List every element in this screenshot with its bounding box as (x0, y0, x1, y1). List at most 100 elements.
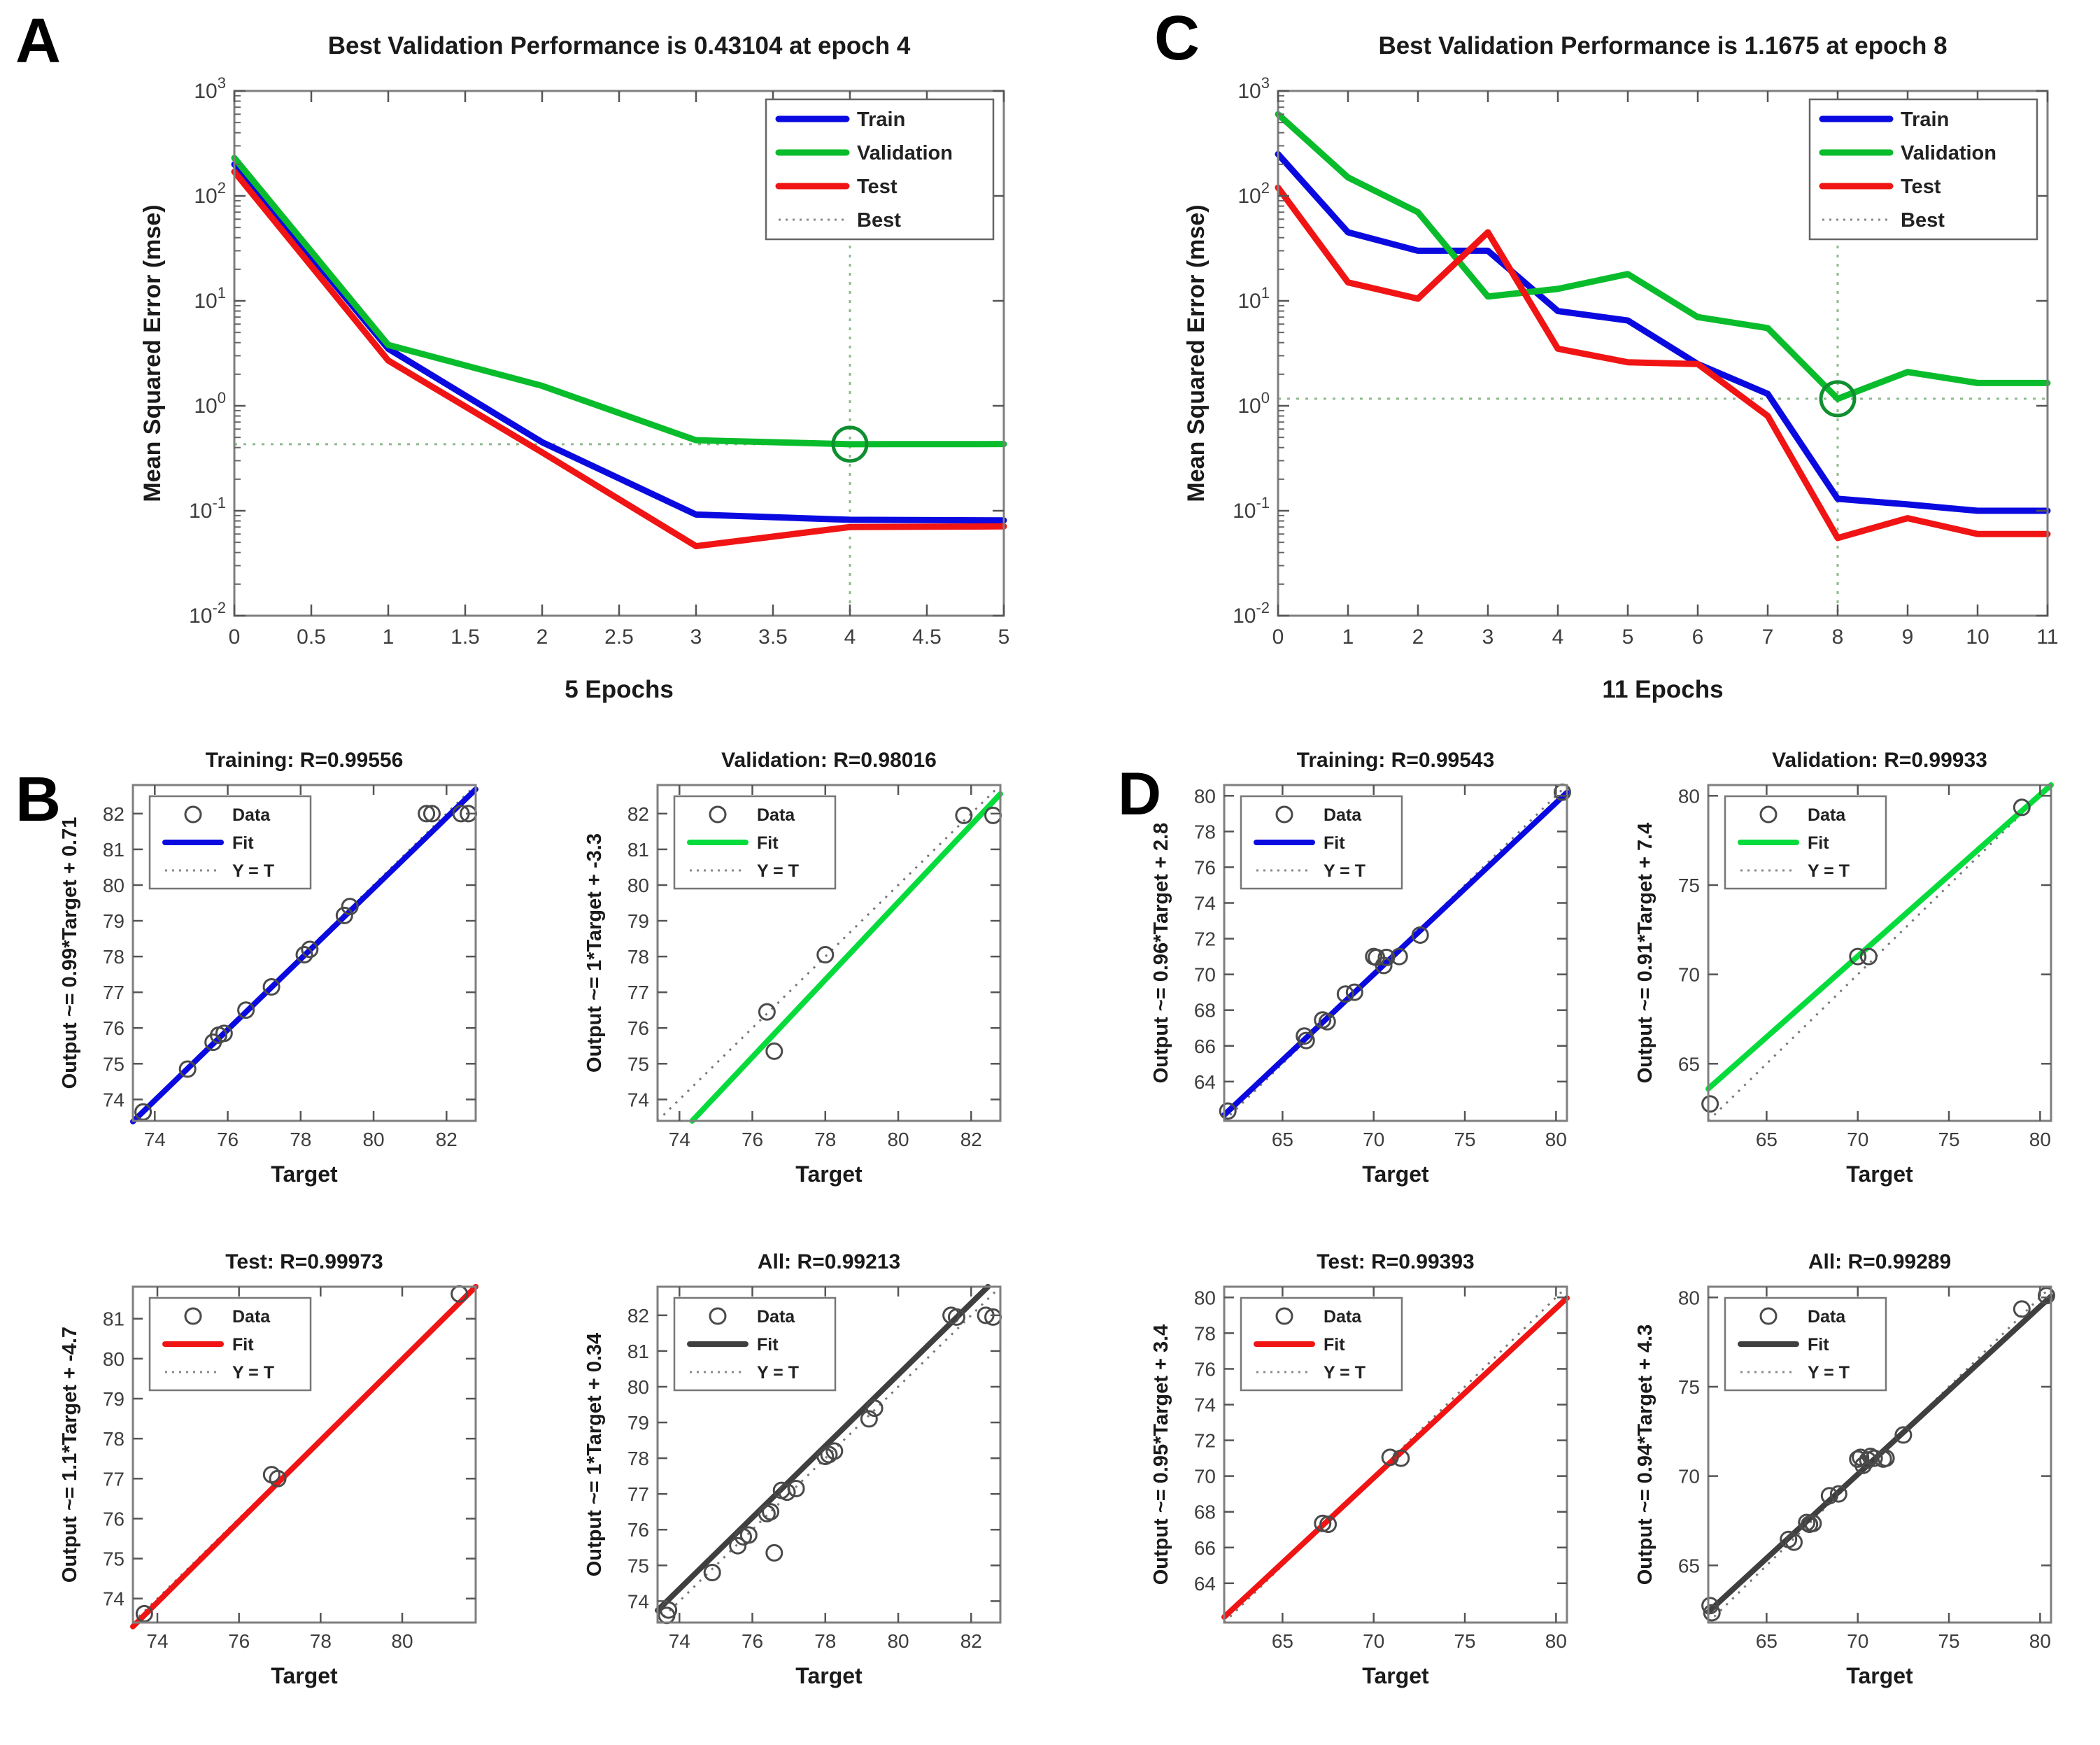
svg-text:76: 76 (742, 1129, 763, 1150)
svg-text:78: 78 (103, 946, 125, 968)
x-axis-label: 5 Epochs (565, 676, 674, 703)
svg-text:77: 77 (103, 1468, 125, 1490)
svg-text:82: 82 (436, 1129, 457, 1150)
svg-text:Train: Train (1901, 108, 1949, 131)
x-axis-label: 11 Epochs (1602, 676, 1724, 703)
plot-title: Test: R=0.99393 (1317, 1250, 1475, 1273)
svg-text:79: 79 (103, 1388, 125, 1410)
svg-text:5: 5 (1622, 626, 1634, 649)
svg-text:Fit: Fit (757, 833, 779, 853)
svg-text:80: 80 (1545, 1129, 1567, 1150)
svg-text:Fit: Fit (1324, 833, 1345, 853)
svg-text:75: 75 (103, 1548, 125, 1570)
svg-text:74: 74 (1194, 1394, 1216, 1416)
svg-text:Fit: Fit (232, 1335, 254, 1355)
svg-text:80: 80 (2029, 1630, 2051, 1652)
svg-text:10-1: 10-1 (1233, 494, 1270, 523)
svg-text:11: 11 (2036, 626, 2058, 649)
svg-text:Fit: Fit (1808, 833, 1829, 853)
x-axis-label: Target (795, 1161, 863, 1187)
svg-text:78: 78 (290, 1129, 311, 1150)
svg-text:75: 75 (1938, 1129, 1959, 1150)
svg-text:10-1: 10-1 (189, 494, 226, 523)
svg-text:74: 74 (669, 1630, 690, 1652)
svg-text:Fit: Fit (757, 1335, 779, 1355)
panel-label-c: C (1154, 3, 1200, 73)
svg-text:Validation: Validation (1901, 142, 1996, 164)
svg-text:Y = T: Y = T (757, 861, 799, 881)
svg-text:6: 6 (1692, 626, 1704, 649)
plot-title: Training: R=0.99556 (205, 749, 404, 772)
svg-text:80: 80 (1194, 1287, 1216, 1308)
svg-text:75: 75 (627, 1555, 649, 1576)
svg-text:103: 103 (1237, 74, 1270, 103)
svg-text:1.5: 1.5 (450, 626, 480, 649)
svg-text:Best: Best (857, 209, 901, 232)
svg-text:100: 100 (1237, 389, 1270, 418)
plot-area: 74 76 78 80 82 74 75 76 77 78 79 80 81 82 Data Fit Y = T (627, 1284, 1002, 1652)
svg-text:Y = T: Y = T (1324, 1363, 1365, 1383)
svg-text:78: 78 (103, 1428, 125, 1450)
svg-text:65: 65 (1678, 1555, 1700, 1576)
svg-text:76: 76 (1194, 1358, 1216, 1380)
svg-text:10-2: 10-2 (1233, 599, 1270, 628)
svg-text:5: 5 (998, 626, 1010, 649)
svg-text:Fit: Fit (1324, 1335, 1345, 1355)
svg-text:75: 75 (103, 1053, 125, 1075)
svg-text:76: 76 (217, 1129, 239, 1150)
svg-text:70: 70 (1363, 1129, 1384, 1150)
svg-text:66: 66 (1194, 1537, 1216, 1559)
svg-text:80: 80 (887, 1630, 909, 1652)
svg-text:80: 80 (362, 1129, 384, 1150)
svg-text:74: 74 (144, 1129, 166, 1150)
regression-plot-d-all: All: R=0.99289 Output ~= 0.94*Target + 4… (1575, 1243, 2100, 1745)
svg-text:79: 79 (627, 910, 649, 932)
svg-text:Y = T: Y = T (232, 861, 274, 881)
svg-text:Data: Data (757, 805, 795, 825)
svg-text:75: 75 (1454, 1630, 1475, 1652)
svg-text:Fit: Fit (1808, 1335, 1829, 1355)
svg-text:65: 65 (1678, 1053, 1700, 1075)
svg-text:78: 78 (310, 1630, 332, 1652)
svg-text:Data: Data (1324, 805, 1362, 825)
svg-text:Y = T: Y = T (1808, 1363, 1850, 1383)
regression-plot-b-validation: Validation: R=0.98016 Output ~= 1*Target… (525, 742, 1049, 1243)
regression-plot-d-validation: Validation: R=0.99933 Output ~= 0.91*Tar… (1575, 742, 2100, 1243)
svg-text:Data: Data (1808, 1307, 1846, 1327)
svg-text:82: 82 (960, 1129, 982, 1150)
svg-text:72: 72 (1194, 928, 1216, 950)
svg-text:76: 76 (627, 1519, 649, 1541)
svg-text:70: 70 (1363, 1630, 1384, 1652)
svg-text:2.5: 2.5 (604, 626, 634, 649)
svg-text:Test: Test (857, 176, 898, 198)
svg-text:81: 81 (627, 1341, 649, 1362)
svg-text:101: 101 (194, 284, 226, 313)
svg-text:80: 80 (627, 875, 649, 896)
svg-text:4.5: 4.5 (912, 626, 942, 649)
svg-text:70: 70 (1194, 964, 1216, 986)
svg-text:75: 75 (1678, 875, 1700, 896)
svg-text:Data: Data (1808, 805, 1846, 825)
svg-text:2: 2 (1412, 626, 1424, 649)
x-axis-label: Target (1846, 1161, 1913, 1187)
svg-text:3: 3 (1482, 626, 1494, 649)
svg-text:80: 80 (1545, 1630, 1567, 1652)
panel-label-b: B (15, 765, 61, 835)
svg-text:82: 82 (627, 803, 649, 825)
regression-plot-b-training: Training: R=0.99556 Output ~= 0.99*Targe… (0, 742, 525, 1243)
svg-text:80: 80 (627, 1376, 649, 1398)
svg-text:78: 78 (814, 1129, 836, 1150)
plot-title: Validation: R=0.98016 (721, 749, 937, 772)
svg-text:2: 2 (537, 626, 548, 649)
svg-text:8: 8 (1832, 626, 1844, 649)
svg-text:7: 7 (1762, 626, 1774, 649)
svg-text:74: 74 (669, 1129, 690, 1150)
svg-text:64: 64 (1194, 1573, 1216, 1595)
svg-text:65: 65 (1272, 1129, 1293, 1150)
svg-text:Y = T: Y = T (1324, 861, 1365, 881)
svg-text:103: 103 (194, 74, 226, 103)
svg-text:75: 75 (1938, 1630, 1959, 1652)
svg-text:100: 100 (194, 389, 226, 418)
plot-area: 65 70 75 80 65 70 75 80 Data Fit Y = T (1678, 782, 2054, 1150)
svg-text:10-2: 10-2 (189, 599, 226, 628)
